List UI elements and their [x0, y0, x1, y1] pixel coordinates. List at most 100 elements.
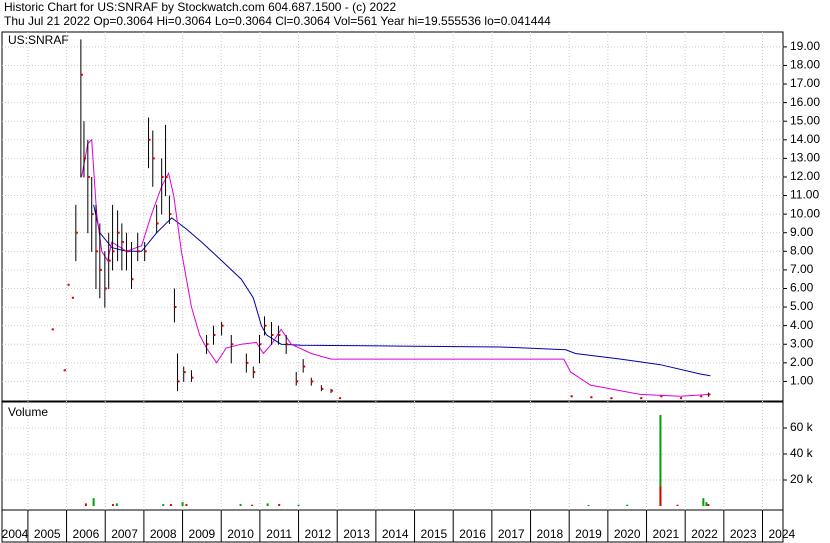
price-close	[660, 395, 663, 398]
price-close	[271, 333, 274, 336]
x-tick-label: 2013	[343, 527, 370, 541]
y-tick-label: 7.00	[790, 262, 814, 276]
price-close	[87, 175, 90, 178]
price-close	[213, 333, 216, 336]
price-close	[126, 250, 129, 253]
x-tick-label: 2016	[459, 527, 486, 541]
volume-bar-up	[587, 504, 590, 506]
x-tick-label: 2017	[498, 527, 525, 541]
price-close	[67, 283, 70, 286]
price-close	[161, 175, 164, 178]
price-close	[708, 393, 711, 396]
price-label: US:SNRAF	[8, 33, 69, 47]
price-close	[131, 278, 134, 281]
price-close	[99, 268, 102, 271]
volume-bar-up	[239, 504, 242, 506]
volume-bar-up	[92, 498, 95, 506]
price-close	[221, 324, 224, 327]
x-tick-label: 2020	[614, 527, 641, 541]
price-close	[83, 157, 86, 160]
price-close	[231, 343, 234, 346]
y-tick-label: 12.00	[790, 169, 820, 183]
moving-average-short	[81, 138, 711, 397]
chart-title: Historic Chart for US:SNRAF by Stockwatc…	[4, 0, 396, 14]
price-close	[152, 157, 155, 160]
y-tick-label: 13.00	[790, 151, 820, 165]
volume-bar-up	[659, 415, 662, 506]
volume-label: Volume	[8, 405, 48, 419]
price-close	[117, 231, 120, 234]
volume-bar-down	[169, 504, 172, 506]
y-tick-label: 18.00	[790, 58, 820, 72]
volume-bar-up	[702, 498, 705, 506]
y-tick-label: 17.00	[790, 76, 820, 90]
volume-bar-down	[676, 504, 679, 506]
price-close	[311, 380, 314, 383]
y-tick-label: 15.00	[790, 113, 820, 127]
price-close	[700, 395, 703, 398]
price-close	[71, 296, 74, 299]
y-tick-label: 11.00	[790, 188, 819, 202]
x-tick-label: 2010	[227, 527, 254, 541]
price-close	[121, 241, 124, 244]
y-tick-label: 2.00	[790, 355, 814, 369]
price-close	[610, 397, 613, 400]
price-close	[108, 259, 111, 262]
price-close	[91, 213, 94, 216]
price-close	[104, 287, 107, 290]
price-close	[169, 213, 172, 216]
volume-bar-down	[185, 504, 188, 506]
price-close	[590, 396, 593, 399]
x-tick-label: 2022	[691, 527, 718, 541]
volume-bar-up	[266, 503, 269, 506]
price-close	[137, 250, 140, 253]
price-close	[177, 380, 180, 383]
volume-bar-up	[115, 503, 118, 506]
y2-tick-label: 40 k	[790, 446, 814, 460]
price-close	[286, 343, 289, 346]
y2-tick-label: 60 k	[790, 420, 814, 434]
price-close	[264, 324, 267, 327]
price-close	[570, 395, 573, 398]
volume-bar-up	[626, 504, 629, 506]
y-tick-label: 6.00	[790, 281, 814, 295]
y-tick-label: 10.00	[790, 206, 820, 220]
x-tick-label: 2024	[768, 527, 795, 541]
y-tick-label: 19.00	[790, 39, 820, 53]
y-tick-label: 1.00	[790, 374, 814, 388]
price-close	[303, 365, 306, 368]
price-close	[144, 250, 147, 253]
y-tick-label: 14.00	[790, 132, 820, 146]
x-tick-label: 2014	[382, 527, 409, 541]
price-close	[253, 371, 256, 374]
x-tick-label: 2005	[34, 527, 61, 541]
x-tick-label: 2004	[2, 527, 29, 541]
x-tick-label: 2015	[421, 527, 448, 541]
volume-bar-down	[251, 504, 254, 506]
price-close	[339, 397, 342, 400]
chart-subtitle: Thu Jul 21 2022 Op=0.3064 Hi=0.3064 Lo=0…	[4, 14, 551, 28]
price-close	[148, 138, 151, 141]
price-panel	[1, 31, 784, 402]
price-close	[63, 369, 66, 372]
price-close	[246, 361, 249, 364]
price-close	[259, 343, 262, 346]
price-close	[174, 306, 177, 309]
price-close	[640, 397, 643, 400]
x-tick-label: 2009	[189, 527, 216, 541]
x-tick-label: 2007	[111, 527, 138, 541]
price-close	[278, 333, 281, 336]
volume-bar-up	[162, 504, 165, 506]
x-tick-label: 2006	[73, 527, 100, 541]
volume-bar-up	[181, 502, 184, 506]
price-close	[331, 389, 334, 392]
volume-bar-down	[707, 504, 710, 506]
volume-bar-up	[705, 502, 708, 506]
x-tick-label: 2011	[266, 527, 292, 541]
price-close	[51, 328, 54, 331]
price-close	[80, 73, 83, 76]
volume-bar-down	[659, 486, 662, 506]
price-close	[296, 380, 299, 383]
